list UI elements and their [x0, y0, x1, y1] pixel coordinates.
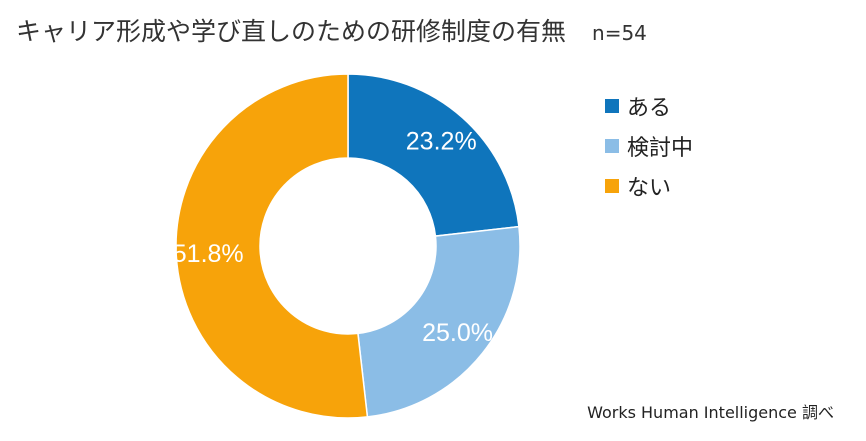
data-label-aru: 23.2% — [406, 128, 477, 156]
legend-swatch-nai — [605, 179, 619, 193]
donut-slice-nai — [175, 73, 369, 419]
legend-label-kentouchu: 検討中 — [627, 136, 694, 161]
legend-swatch-aru — [605, 99, 619, 113]
legend-label-nai: ない — [627, 176, 672, 201]
sample-size: n=54 — [592, 21, 647, 45]
chart-title: キャリア形成や学び直しのための研修制度の有無 n=54 — [16, 12, 647, 48]
legend-item-aru: ある — [605, 86, 693, 126]
data-label-kentouchu: 25.0% — [422, 319, 493, 347]
legend-item-nai: ない — [605, 166, 693, 206]
chart-title-text: キャリア形成や学び直しのための研修制度の有無 — [16, 17, 567, 46]
legend: ある 検討中 ない — [605, 86, 693, 206]
source-note: Works Human Intelligence 調べ — [587, 403, 834, 422]
legend-swatch-kentouchu — [605, 139, 619, 153]
data-label-nai: 51.8% — [173, 240, 244, 268]
donut-slice-kentouchu — [357, 225, 521, 418]
donut-slice-aru — [347, 73, 520, 237]
legend-label-aru: ある — [627, 96, 672, 121]
legend-item-kentouchu: 検討中 — [605, 126, 693, 166]
